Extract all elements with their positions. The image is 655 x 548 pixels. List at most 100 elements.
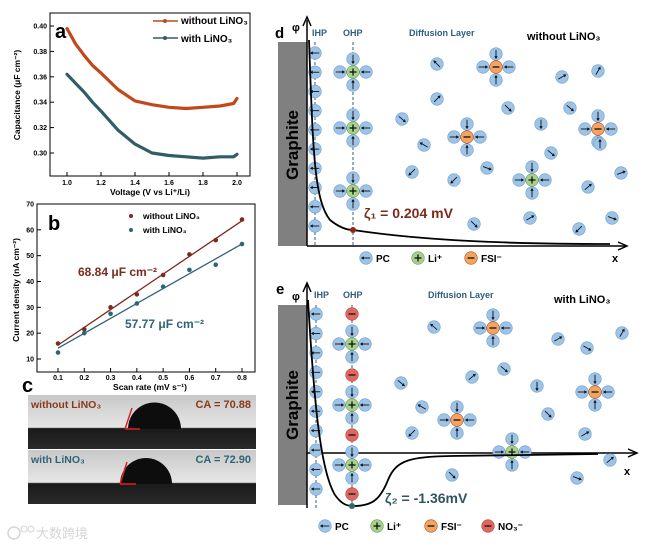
x-tick-label: 2.0: [232, 180, 242, 187]
pc-molecule: [359, 251, 373, 265]
pc-molecule: [575, 385, 589, 399]
dipole-arrow-icon: [572, 476, 582, 480]
dipole-arrow-icon: [433, 95, 441, 103]
panel-d-diagram: d φ Graphite x IHP OHP Diffusion Layer w…: [275, 15, 629, 265]
dipole-arrow-icon: [448, 471, 456, 479]
arrow-head: [310, 448, 315, 452]
panel-c-contact-angle: c without LiNO₃ CA = 70.88 with LiNO₃ CA…: [22, 375, 256, 504]
fsi-ion: [424, 519, 438, 533]
no3-ion: [345, 487, 359, 501]
pc-molecule: [570, 471, 584, 485]
dipole-arrow-icon: [558, 74, 566, 80]
pc-molecule: [460, 117, 474, 131]
pc-molecule: [578, 122, 592, 136]
arrow-head: [310, 487, 315, 491]
y-tick-label: 0.36: [33, 74, 47, 81]
li-ion: [345, 458, 359, 472]
y-tick-label: 60: [26, 227, 34, 234]
panel-label-e: e: [276, 281, 284, 298]
arrow-head: [563, 74, 567, 78]
arrow-head: [464, 418, 469, 422]
li-ion: [411, 251, 425, 265]
pc-molecule: [309, 346, 323, 360]
condition-label: without LiNO₃: [526, 31, 601, 43]
pc-molecule: [467, 217, 481, 231]
dipole-arrow-icon: [544, 410, 552, 418]
y-tick-label: 0.32: [33, 125, 47, 132]
pc-molecule: [333, 184, 347, 198]
potential-curve: [308, 39, 611, 245]
arrow-head: [350, 412, 354, 417]
fsi-ion: [486, 321, 500, 335]
pc-molecule: [395, 112, 409, 126]
arrow-head: [593, 380, 597, 385]
series-line-without: [65, 26, 239, 111]
pc-molecule: [480, 161, 494, 175]
data-point-with: [160, 284, 166, 289]
legend-label-with: with LiNO₃: [180, 34, 233, 45]
pc-molecule: [476, 60, 490, 74]
graphite-electrode: [278, 305, 307, 505]
arrow-head: [520, 178, 525, 182]
arrow-head: [455, 135, 460, 139]
arrow-head: [530, 187, 534, 192]
pc-molecule: [332, 458, 346, 472]
x-tick-label: 0.2: [79, 375, 89, 382]
y-tick-label: 40: [26, 279, 34, 286]
x-tick-label: 0.6: [185, 375, 195, 382]
data-point-with: [81, 330, 87, 336]
arrow-head: [401, 383, 405, 387]
pc-molecule: [346, 52, 360, 66]
arrow-head: [319, 524, 324, 528]
li-ion: [525, 173, 539, 187]
arrow-head: [530, 168, 534, 173]
arrow-head: [350, 453, 354, 458]
arrow-head: [586, 127, 591, 131]
x-tick-label: 1.8: [198, 180, 208, 187]
x-tick-label: 0.5: [158, 375, 168, 382]
fit-line-without: [57, 220, 243, 346]
pc-molecule: [460, 143, 474, 157]
pc-molecule: [430, 92, 444, 106]
fsi-ion: [460, 130, 474, 144]
pc-molecule: [308, 65, 322, 79]
diffusion-layer-label: Diffusion Layer: [409, 28, 475, 38]
legend-marker-with: [163, 36, 167, 40]
pc-molecule: [309, 385, 323, 399]
arrow-head: [310, 312, 315, 316]
y-tick-label: 0.38: [33, 49, 47, 56]
dipole-arrow-icon: [595, 67, 601, 75]
y-axis-label: Current density (nA cm⁻²): [11, 238, 21, 342]
phi-axis-label: φ: [292, 291, 300, 303]
pc-molecule: [309, 462, 323, 477]
arrow-head: [610, 456, 614, 460]
arrow-head: [309, 51, 314, 55]
pc-molecule: [603, 453, 617, 467]
data-point-without: [239, 217, 245, 222]
pc-molecule: [492, 445, 506, 459]
pc-molecule: [578, 427, 592, 441]
fsi-ion: [591, 122, 605, 136]
y-tick-label: 70: [26, 202, 34, 209]
y-axis-label: Capacitance (μF cm⁻²): [12, 50, 22, 141]
arrow-head: [578, 477, 582, 481]
legend-marker-without: [163, 19, 167, 23]
panel-e-diagram: e φ Graphite x IHP OHP Diffusion Layer w…: [276, 281, 639, 533]
dipole-arrow-icon: [607, 216, 617, 220]
arrow-head: [596, 117, 600, 122]
arrow-head: [450, 180, 454, 184]
x-axis-label: x: [624, 466, 631, 478]
legend-label-with: with LiNO₃: [142, 225, 187, 235]
pc-molecule: [346, 134, 360, 148]
pc-molecule: [332, 398, 346, 412]
data-point-with: [108, 311, 113, 317]
arrow-head: [598, 138, 602, 143]
panel-label-c: c: [22, 375, 33, 397]
pc-molecule: [525, 160, 539, 174]
arrow-head: [408, 172, 412, 176]
arrow-head: [474, 224, 478, 228]
electrode-label: Graphite: [283, 370, 302, 440]
arrow-head: [484, 65, 489, 69]
arrow-head: [419, 142, 423, 146]
